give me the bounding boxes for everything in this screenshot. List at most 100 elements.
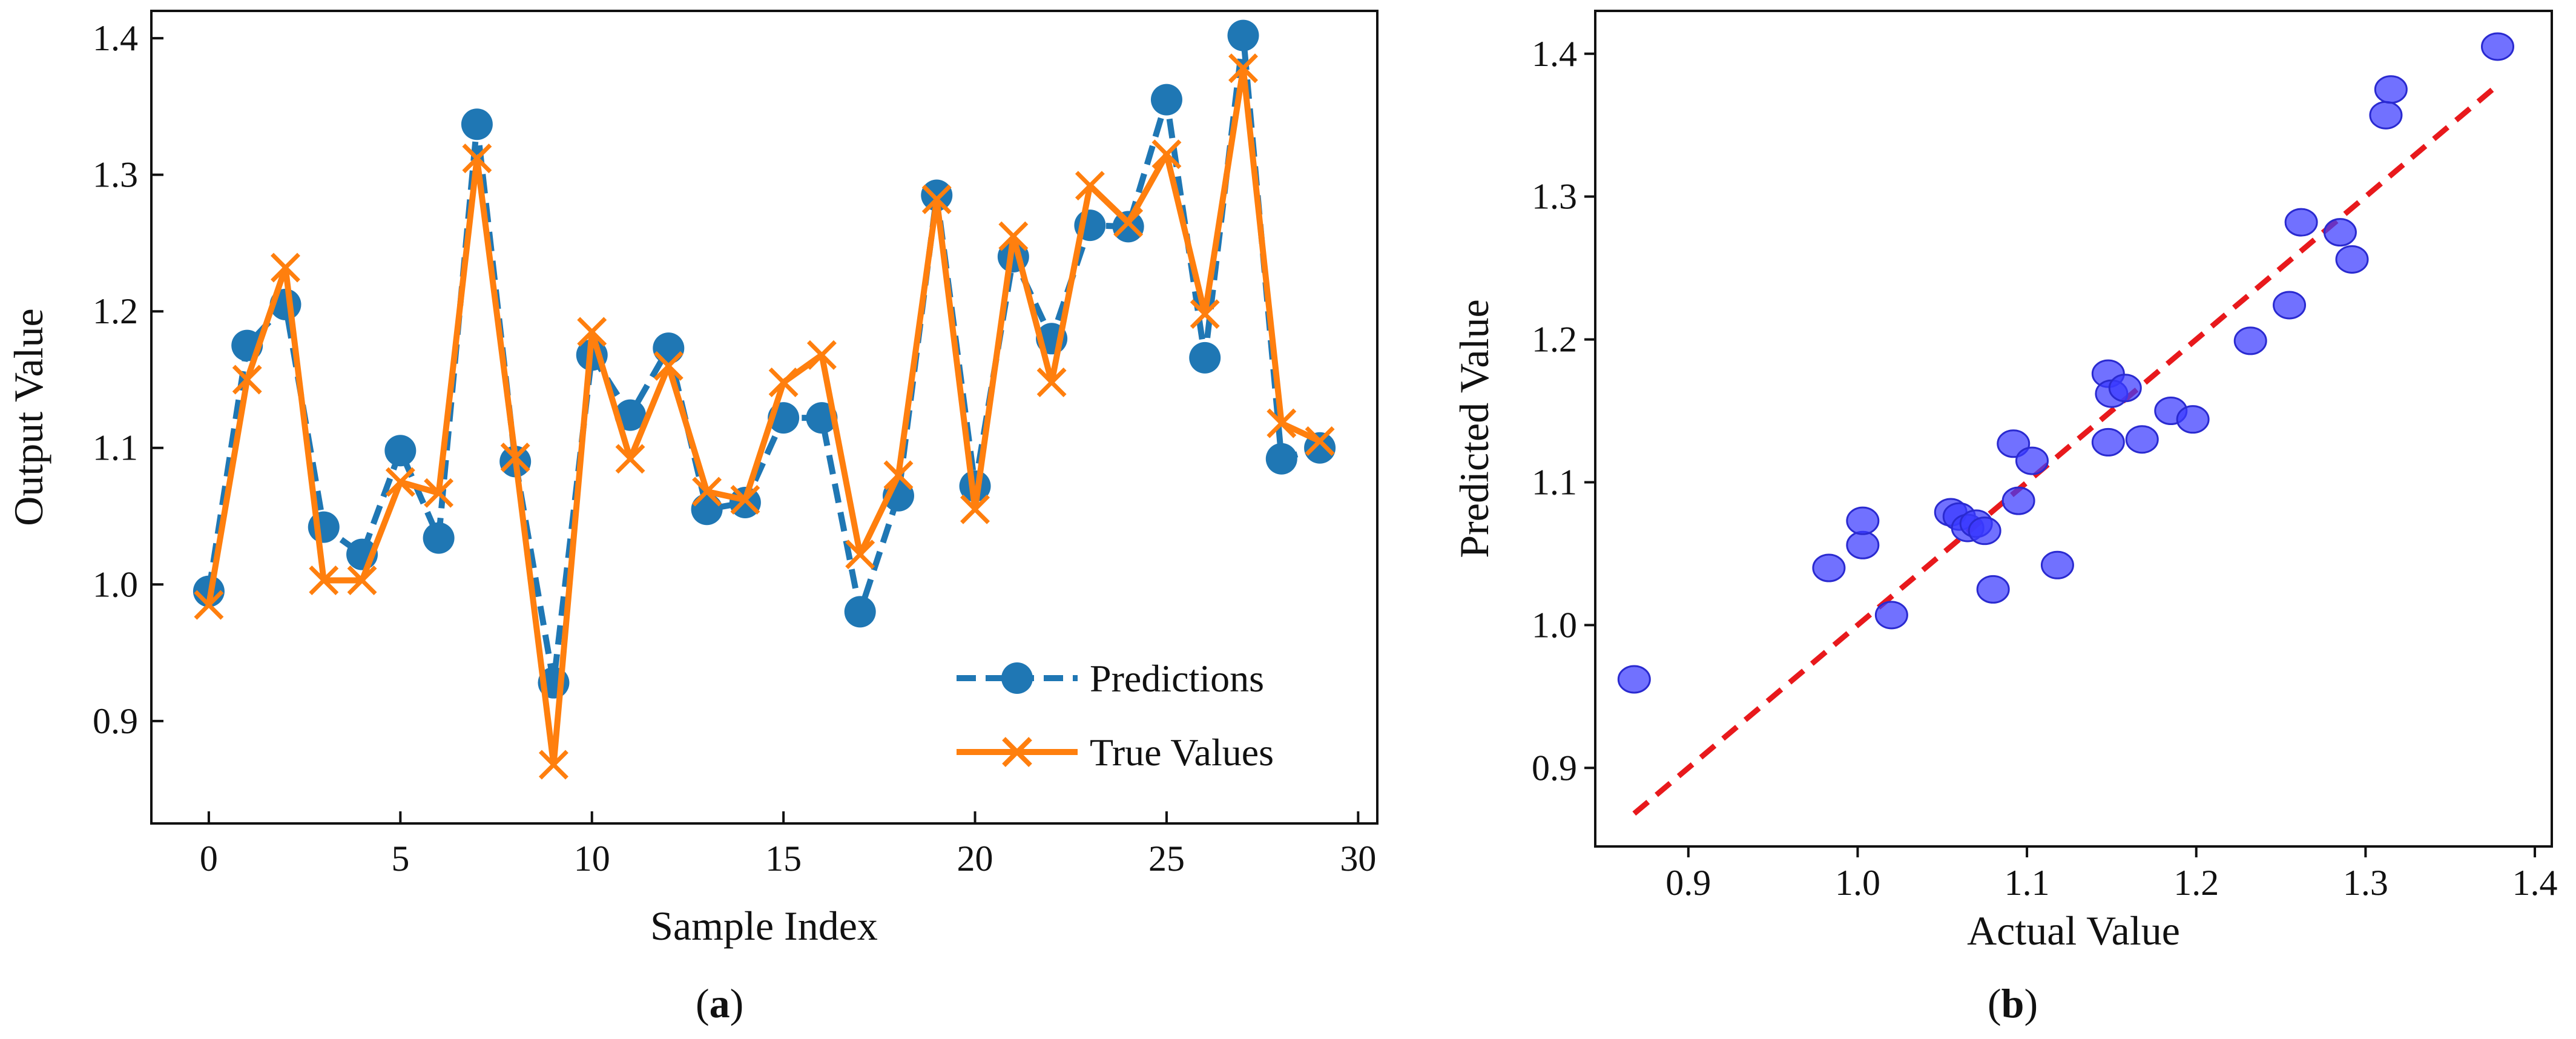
y-tick-label-a: 1.4 [93, 18, 138, 58]
y-tick-label-a: 1.2 [93, 291, 138, 331]
y-tick-label-b: 1.2 [1532, 320, 1577, 360]
data-point-true-values [1190, 299, 1220, 329]
legend-predictions-label: Predictions [1090, 657, 1264, 700]
reference-line [1632, 83, 2500, 816]
data-point-predictions [844, 596, 876, 628]
x-tick-label-b: 0.9 [1665, 863, 1711, 903]
scatter-point [2284, 208, 2318, 237]
x-tick-label-b: 1.0 [1835, 863, 1880, 903]
scatter-point [2125, 425, 2159, 454]
legend-predictions-marker [1001, 662, 1033, 694]
data-point-true-values [538, 750, 568, 780]
data-point-true-values [883, 460, 914, 490]
data-point-true-values [309, 566, 339, 596]
scatter-point [2369, 101, 2403, 130]
data-point-true-values [271, 252, 300, 283]
panel-label-b-letter: b [2001, 980, 2024, 1026]
scatter-point [1968, 516, 2001, 546]
series-line-predictions [205, 32, 1321, 686]
scatter-point [2015, 446, 2049, 475]
data-point-true-values [1267, 408, 1297, 438]
x-tick-label-a: 30 [1340, 839, 1376, 879]
y-tick-label-a: 0.9 [93, 701, 138, 741]
y-axis-ticks-a: 0.9 1.0 1.1 1.2 1.3 1.4 [93, 18, 163, 741]
data-point-true-values [1305, 426, 1335, 456]
y-axis-ticks-b: 0.9 1.0 1.1 1.2 1.3 1.4 [1532, 34, 1595, 788]
x-tick-label-a: 25 [1148, 839, 1185, 879]
scatter-point [2091, 427, 2125, 457]
x-tick-label-b: 1.1 [2004, 863, 2050, 903]
data-point-true-values [462, 143, 492, 174]
legend-item-predictions: Predictions [957, 657, 1264, 700]
scatter-point [1874, 601, 1908, 630]
data-point-true-values [1228, 53, 1258, 84]
data-point-predictions [1189, 341, 1221, 374]
scatter-point [2040, 550, 2074, 579]
data-point-predictions [308, 511, 340, 543]
x-tick-label-b: 1.4 [2512, 863, 2558, 903]
x-axis-ticks-b: 0.9 1.0 1.1 1.2 1.3 1.4 [1665, 846, 2558, 903]
scatter-point [1617, 665, 1651, 694]
y-axis-title-b: Predicted Value [1451, 299, 1497, 558]
data-point-true-values [1151, 139, 1182, 170]
legend-item-true-values: True Values [957, 731, 1274, 774]
data-point-predictions [653, 332, 685, 364]
legend-true-values-marker [1002, 737, 1032, 767]
panel-a-line-chart: 0 5 10 15 20 25 30 0.9 1.0 1.1 1.2 1.3 1.4 Sample I… [5, 10, 1379, 1026]
x-tick-label-b: 1.3 [2343, 863, 2388, 903]
data-point-true-values [1036, 368, 1067, 397]
x-axis-ticks-a: 0 5 10 15 20 25 30 [200, 811, 1376, 879]
data-point-true-values [347, 566, 377, 596]
plot-frame-a [150, 10, 1379, 825]
scatter-point [2273, 291, 2307, 320]
scatter-point [2233, 326, 2267, 355]
legend-a: Predictions True Values [957, 657, 1274, 774]
panel-label-b: (b) [1988, 980, 2038, 1026]
data-point-true-values [194, 590, 224, 620]
scatter-point [2323, 218, 2357, 247]
y-tick-label-a: 1.0 [93, 564, 138, 604]
scatter-point [2108, 374, 2142, 403]
data-point-true-values [1075, 171, 1105, 201]
x-tick-label-a: 0 [200, 839, 218, 879]
y-tick-label-b: 1.0 [1532, 605, 1577, 645]
x-tick-label-b: 1.2 [2173, 863, 2219, 903]
legend-true-values-label: True Values [1090, 731, 1274, 774]
data-point-true-values [653, 351, 684, 381]
scatter-point [1976, 575, 2010, 604]
scatter-point [2335, 245, 2369, 274]
y-tick-label-b: 1.1 [1532, 462, 1577, 502]
data-point-true-values [577, 317, 607, 347]
y-axis-title-a: Output Value [5, 308, 51, 526]
data-point-true-values [1113, 208, 1144, 238]
data-point-true-values [998, 221, 1029, 251]
data-point-true-values [768, 368, 799, 397]
plot-marks-b [1617, 32, 2515, 816]
data-point-true-values [692, 477, 722, 507]
y-tick-label-a: 1.1 [93, 428, 138, 468]
scatter-point [2176, 405, 2210, 434]
series-line-true-values [205, 65, 1322, 768]
scatter-point [1846, 530, 1880, 559]
data-point-true-values [845, 539, 875, 570]
scatter-point [1846, 506, 1880, 535]
data-point-predictions [1150, 84, 1182, 116]
scatter-point [2374, 75, 2408, 104]
scatter-point [2481, 32, 2515, 61]
data-point-true-values [960, 494, 990, 524]
data-point-true-values [615, 444, 645, 474]
data-point-true-values [921, 184, 952, 214]
x-tick-label-a: 15 [765, 839, 802, 879]
data-point-true-values [385, 467, 415, 497]
x-axis-title-a: Sample Index [650, 903, 878, 949]
plot-marks-a [193, 19, 1336, 780]
data-point-predictions [461, 108, 493, 140]
data-point-true-values [500, 443, 530, 473]
x-tick-label-a: 5 [391, 839, 409, 879]
y-tick-label-b: 1.3 [1532, 177, 1577, 217]
panel-b-scatter-chart: 0.9 1.0 1.1 1.2 1.3 1.4 0.9 1.0 1.1 1.2 1.3 1.4 Ac… [1451, 10, 2558, 1026]
data-point-predictions [1265, 443, 1297, 475]
data-point-predictions [384, 435, 417, 467]
data-point-true-values [730, 484, 760, 515]
